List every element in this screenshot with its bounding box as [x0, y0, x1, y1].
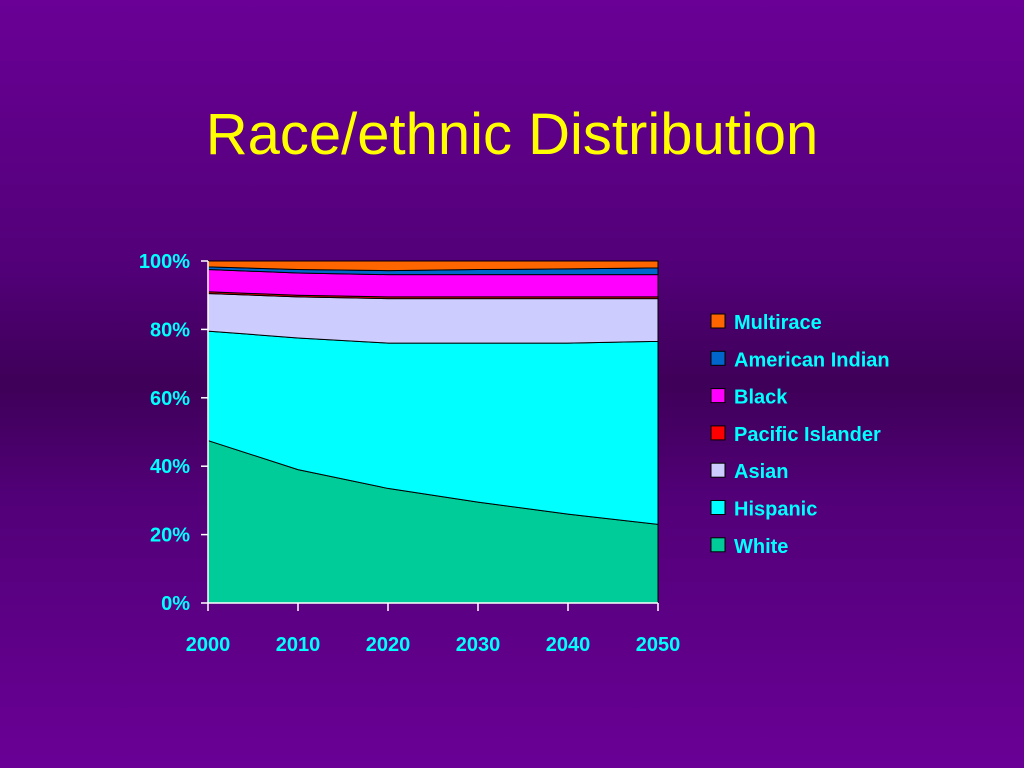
legend-swatch-american-indian — [710, 350, 726, 366]
legend-swatch-pacific-islander — [710, 425, 726, 441]
legend-label-white: White — [734, 536, 788, 558]
y-tick-label: 100% — [139, 251, 190, 273]
y-tick-label: 60% — [150, 388, 190, 410]
x-tick-label: 2040 — [546, 634, 591, 656]
y-tick-label: 20% — [150, 525, 190, 547]
area-asian — [207, 292, 659, 344]
y-tick-label: 0% — [161, 593, 190, 615]
legend-swatch-hispanic — [710, 500, 726, 515]
legend-label-pacific-islander: Pacific Islander — [734, 424, 881, 446]
x-tick-label: 2050 — [636, 634, 681, 656]
slide-title: Race/ethnic Distribution — [205, 102, 819, 167]
x-tick-label: 2030 — [456, 634, 501, 656]
legend-label-american-indian: American Indian — [734, 349, 890, 371]
legend-swatch-white — [710, 537, 726, 553]
legend-label-hispanic: Hispanic — [734, 499, 817, 521]
legend-label-multirace: Multirace — [734, 312, 822, 334]
legend-swatch-asian — [710, 462, 726, 478]
x-tick-label: 2000 — [186, 634, 231, 656]
x-tick-label: 2010 — [276, 634, 321, 656]
y-tick-label: 40% — [150, 456, 190, 478]
legend-swatch-black — [710, 388, 726, 404]
area-multirace — [207, 260, 659, 272]
legend-label-asian: Asian — [734, 461, 788, 483]
legend-label-black: Black — [734, 387, 788, 409]
x-tick-label: 2020 — [366, 634, 411, 656]
legend-swatch-multirace — [710, 313, 726, 329]
y-tick-label: 80% — [150, 319, 190, 341]
